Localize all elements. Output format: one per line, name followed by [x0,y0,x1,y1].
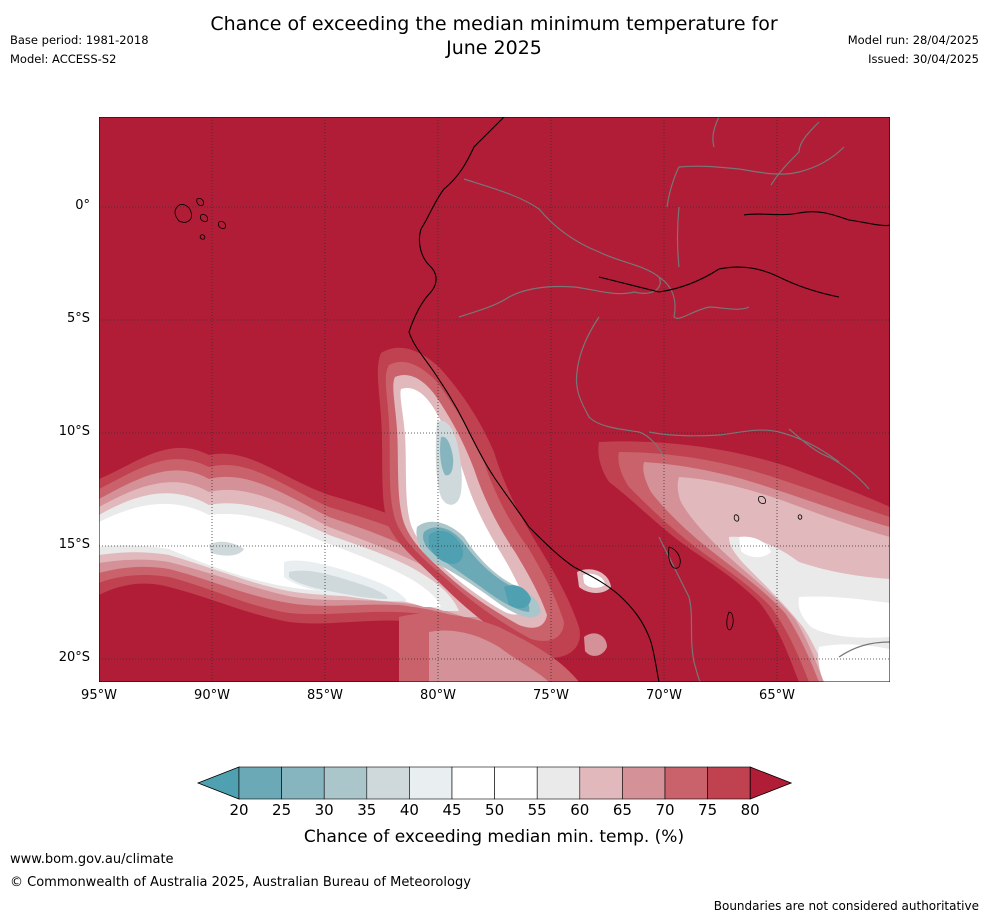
colorbar-tick-label: 20 [229,801,249,819]
lon-tick-75w: 75°W [533,688,569,703]
lon-tick-70w: 70°W [646,688,682,703]
graticule [99,117,890,682]
colorbar-swatch [281,766,325,800]
colorbar-swatch [664,766,708,800]
footer-note: Boundaries are not considered authoritat… [713,899,979,913]
lat-tick-0: 0° [75,198,90,213]
chart-title-line1: Chance of exceeding the median minimum t… [210,13,778,35]
southern-band-inner [429,630,549,682]
colorbar-tick-label: 60 [570,801,590,819]
lat-tick-5s: 5°S [66,311,90,326]
colorbar-swatch [238,766,282,800]
colorbar-swatch [451,766,495,800]
colorbar-over-arrow [749,766,793,800]
colorbar-tick-label: 30 [314,801,334,819]
colorbar-swatch [409,766,453,800]
colorbar-tick-label: 40 [399,801,419,819]
west-anomaly-region [99,447,539,657]
chart-title-line2: June 2025 [446,37,542,59]
lon-tick-95w: 95°W [81,688,117,703]
lon-tick-90w: 90°W [194,688,230,703]
colorbar [196,766,796,806]
footer-copyright: © Commonwealth of Australia 2025, Austra… [10,875,471,890]
map-svg [99,117,890,682]
lat-tick-15s: 15°S [58,537,90,552]
colorbar-tick-label: 75 [698,801,718,819]
probability-map [99,117,890,682]
lat-tick-20s: 20°S [58,650,90,665]
colorbar-swatch [579,766,623,800]
colorbar-swatch [536,766,581,800]
colorbar-tick-label: 45 [442,801,462,819]
colorbar-under-arrow [196,766,240,800]
colorbar-tick-label: 55 [527,801,547,819]
colorbar-svg [196,766,793,800]
colorbar-swatch [366,766,410,800]
coastline [408,117,890,682]
colorbar-tick-label: 80 [740,801,760,819]
base-period-text: Base period: 1981-2018 [10,33,149,47]
coastal-patch-south [584,633,607,656]
lon-tick-65w: 65°W [759,688,795,703]
meta-right: Model run: 28/04/2025 Issued: 30/04/2025 [848,31,979,69]
colorbar-swatch [494,766,538,800]
colorbar-tick-label: 65 [612,801,632,819]
colorbar-tick-label: 70 [655,801,675,819]
islands [174,198,803,631]
meta-left: Base period: 1981-2018 Model: ACCESS-S2 [10,31,149,69]
footer-url: www.bom.gov.au/climate [10,852,174,867]
altiplano-anomaly-region [598,441,890,682]
colorbar-tick-label: 25 [272,801,292,819]
coastal-patch-core [583,573,605,588]
colorbar-tick-label: 50 [485,801,505,819]
colorbar-swatch [707,766,751,800]
country-borders [458,117,890,682]
lon-tick-80w: 80°W [420,688,456,703]
coastal-anomaly-region [377,347,580,658]
colorbar-swatch [622,766,666,800]
colorbar-title: Chance of exceeding median min. temp. (%… [303,827,685,847]
issued-text: Issued: 30/04/2025 [868,52,979,66]
colorbar-tick-label: 35 [357,801,377,819]
chart-title: Chance of exceeding the median minimum t… [0,12,988,60]
lon-tick-85w: 85°W [307,688,343,703]
lat-tick-10s: 10°S [58,424,90,439]
model-run-text: Model run: 28/04/2025 [847,33,979,47]
colorbar-swatch [323,766,368,800]
model-text: Model: ACCESS-S2 [10,52,117,66]
